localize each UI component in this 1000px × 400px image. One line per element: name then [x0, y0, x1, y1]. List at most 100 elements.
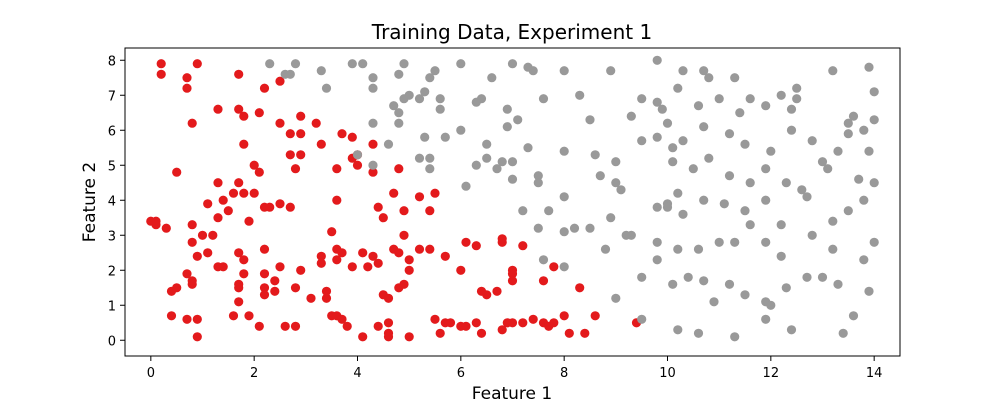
data-point — [259, 290, 270, 300]
data-point — [259, 283, 270, 293]
data-point — [869, 87, 879, 97]
data-point — [761, 164, 771, 174]
data-point — [363, 262, 373, 272]
data-point — [611, 178, 621, 188]
data-point — [218, 195, 228, 205]
data-point — [507, 157, 518, 167]
data-point — [559, 311, 569, 321]
data-point — [781, 283, 791, 293]
data-point — [730, 237, 740, 247]
data-point — [316, 258, 326, 268]
data-point — [445, 318, 456, 328]
data-point — [709, 297, 719, 307]
data-point — [270, 276, 280, 286]
data-point — [766, 300, 776, 310]
data-point — [203, 248, 213, 258]
data-point — [337, 129, 347, 139]
data-point — [321, 286, 332, 296]
data-point — [285, 69, 295, 79]
data-point — [476, 94, 487, 104]
data-point — [833, 146, 843, 156]
data-point — [166, 286, 177, 296]
x-tick-label: 0 — [147, 366, 155, 381]
data-point — [239, 139, 249, 149]
data-point — [166, 311, 177, 321]
data-point — [652, 55, 662, 65]
data-point — [182, 269, 192, 279]
data-point — [316, 66, 326, 76]
data-point — [559, 227, 569, 237]
data-point — [544, 206, 554, 216]
data-point — [383, 318, 394, 328]
data-point — [668, 279, 678, 289]
data-point — [745, 94, 755, 104]
data-point — [306, 293, 316, 303]
data-point — [704, 73, 714, 83]
data-point — [792, 83, 802, 93]
data-point — [740, 206, 750, 216]
data-point — [843, 206, 853, 216]
data-point — [797, 185, 807, 195]
data-point — [234, 283, 244, 293]
data-point — [404, 90, 414, 100]
data-point — [368, 73, 378, 83]
data-point — [487, 73, 497, 83]
data-point — [766, 146, 776, 156]
data-point — [528, 314, 538, 324]
data-point — [637, 272, 647, 282]
data-point — [187, 279, 197, 289]
data-point — [724, 171, 735, 181]
data-point — [518, 241, 528, 251]
data-point — [321, 83, 332, 93]
data-point — [373, 258, 383, 268]
data-point — [234, 178, 244, 188]
data-point — [182, 83, 192, 93]
data-point — [223, 206, 233, 216]
data-point — [352, 150, 363, 160]
data-point — [389, 101, 399, 111]
data-point — [259, 83, 270, 93]
y-tick-label: 5 — [108, 159, 116, 174]
data-point — [683, 272, 693, 282]
data-point — [497, 234, 507, 244]
data-point — [786, 325, 797, 335]
data-point — [693, 101, 704, 111]
data-point — [792, 94, 802, 104]
data-point — [740, 139, 750, 149]
data-point — [657, 104, 667, 114]
data-point — [394, 283, 404, 293]
data-point — [203, 199, 213, 209]
x-axis-ticks: 0 2 4 6 8 10 12 14 — [147, 356, 882, 381]
data-point — [507, 59, 518, 69]
data-point — [383, 332, 394, 342]
data-point — [802, 272, 812, 282]
data-point — [848, 111, 859, 121]
data-point — [425, 244, 435, 254]
data-point — [404, 265, 414, 275]
y-tick-label: 8 — [108, 54, 116, 69]
data-point — [678, 66, 688, 76]
data-point — [192, 314, 202, 324]
data-point — [259, 244, 270, 254]
data-point — [394, 248, 404, 258]
data-point — [828, 66, 838, 76]
data-point — [678, 209, 688, 219]
data-point — [213, 213, 223, 223]
data-point — [239, 188, 249, 198]
data-point — [404, 332, 414, 342]
data-point — [595, 171, 605, 181]
data-point — [440, 251, 450, 261]
data-point — [156, 59, 166, 69]
data-point — [228, 311, 239, 321]
data-point — [337, 314, 347, 324]
data-point — [182, 314, 192, 324]
data-point — [254, 108, 264, 118]
data-point — [404, 255, 414, 265]
data-point — [456, 265, 466, 275]
data-point — [368, 139, 378, 149]
data-point — [373, 321, 383, 331]
data-point — [575, 283, 585, 293]
data-point — [859, 125, 869, 135]
data-point — [590, 311, 600, 321]
